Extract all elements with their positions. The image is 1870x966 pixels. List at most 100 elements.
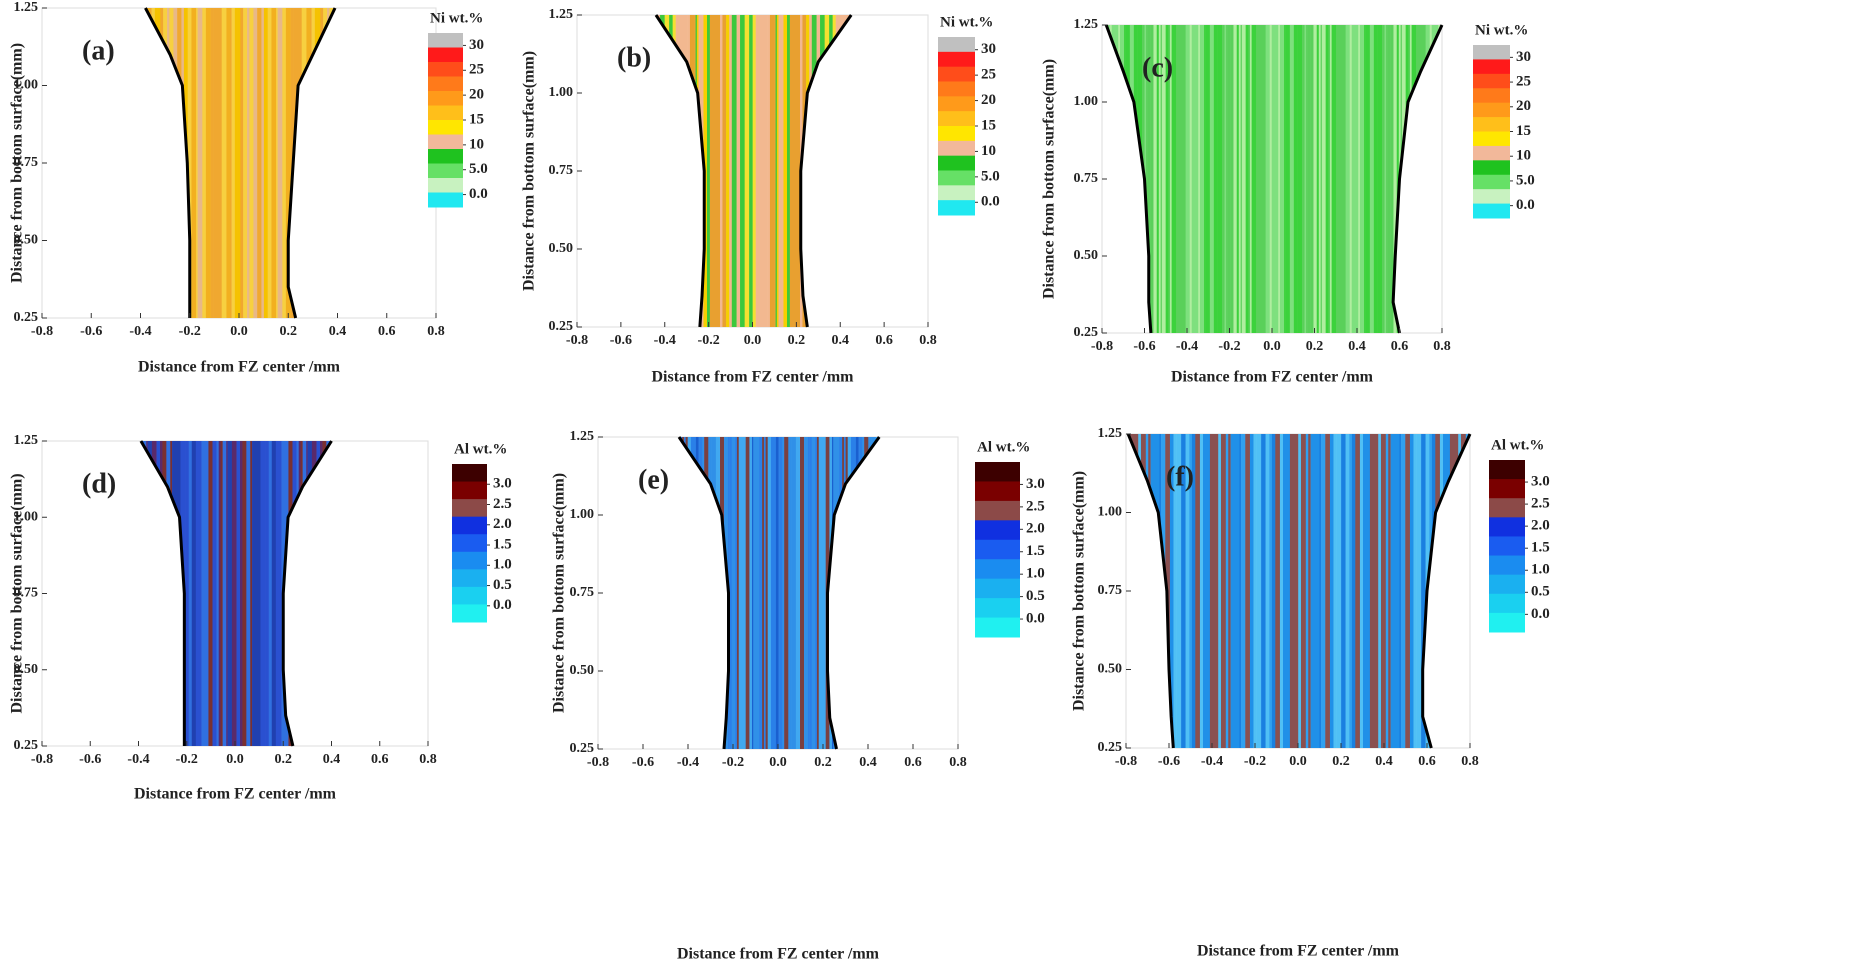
boundary-left xyxy=(144,7,192,318)
colorbar-swatch xyxy=(1473,59,1510,75)
colorbar-swatch xyxy=(938,96,975,112)
x-tick-label: -0.6 xyxy=(632,755,654,770)
colorbar-tick-label: 30 xyxy=(469,37,484,53)
colorbar-title: Al wt.% xyxy=(1491,437,1544,453)
colorbar-swatch xyxy=(975,578,1020,599)
colorbar-swatch xyxy=(428,76,463,92)
y-axis-title: Distance from bottom surface(mm) xyxy=(9,473,26,713)
colorbar-swatch xyxy=(428,62,463,77)
x-axis-title: Distance from FZ center /mm xyxy=(677,946,880,963)
x-axis-title: Distance from FZ center /mm xyxy=(138,359,341,376)
x-tick-label: 0.4 xyxy=(1375,754,1393,769)
y-tick-label: 0.50 xyxy=(1098,662,1123,677)
colorbar-swatch xyxy=(1489,574,1525,595)
panel-label: (c) xyxy=(1142,52,1173,83)
x-tick-label: 0.4 xyxy=(832,333,850,348)
colorbar-swatch xyxy=(428,105,463,121)
y-tick-label: 1.25 xyxy=(549,7,574,22)
x-tick-label: -0.8 xyxy=(31,324,53,339)
colorbar-tick-label: 10 xyxy=(981,143,996,159)
y-tick-label: 0.50 xyxy=(570,663,595,678)
y-tick-label: 1.00 xyxy=(1098,505,1123,520)
colorbar-tick-label: 5.0 xyxy=(469,161,488,177)
x-tick-label: -0.2 xyxy=(722,755,744,770)
colorbar-tick-label: 0.0 xyxy=(469,186,488,202)
x-axis-title: Distance from FZ center /mm xyxy=(1171,369,1374,386)
y-tick-label: 0.50 xyxy=(14,662,39,677)
colorbar-tick-label: 30 xyxy=(1516,49,1531,65)
colorbar-swatch xyxy=(975,481,1020,502)
y-tick-label: 0.75 xyxy=(1098,583,1123,598)
x-tick-label: -0.2 xyxy=(1218,339,1240,354)
y-tick-label: 1.00 xyxy=(14,509,39,524)
colorbar-swatch xyxy=(975,462,1020,482)
panel-label: (a) xyxy=(82,35,115,66)
x-tick-label: -0.2 xyxy=(176,752,198,767)
colorbar-swatch xyxy=(452,481,487,500)
boundary-right xyxy=(1421,433,1472,749)
colorbar-swatch xyxy=(1489,555,1525,576)
y-tick-label: 0.50 xyxy=(549,241,574,256)
x-tick-label: 0.4 xyxy=(859,755,877,770)
colorbar-tick-label: 25 xyxy=(1516,74,1531,90)
colorbar-swatch xyxy=(1489,460,1525,480)
panel-label: (b) xyxy=(617,42,651,73)
colorbar-tick-label: 0.5 xyxy=(1531,584,1550,600)
colorbar-tick-label: 0.0 xyxy=(1026,610,1045,626)
y-tick-label: 0.25 xyxy=(14,310,39,325)
colorbar-tick-label: 3.0 xyxy=(1531,473,1550,489)
x-tick-label: -0.4 xyxy=(127,752,149,767)
panel-label: (d) xyxy=(82,468,116,499)
x-tick-label: 0.8 xyxy=(949,755,967,770)
x-tick-label: -0.6 xyxy=(610,333,632,348)
x-tick-label: 0.0 xyxy=(1263,339,1281,354)
y-tick-label: 0.75 xyxy=(14,155,39,170)
colorbar-title: Ni wt.% xyxy=(940,14,993,30)
colorbar-tick-label: 0.5 xyxy=(1026,588,1045,604)
x-tick-label: -0.6 xyxy=(1158,754,1180,769)
x-tick-label: 0.6 xyxy=(1391,339,1409,354)
y-tick-label: 0.75 xyxy=(549,163,574,178)
x-tick-label: 0.2 xyxy=(1332,754,1350,769)
colorbar-tick-label: 3.0 xyxy=(493,476,512,492)
colorbar-tick-label: 2.0 xyxy=(493,516,512,532)
colorbar-tick-label: 0.0 xyxy=(1531,606,1550,622)
colorbar-tick-label: 2.0 xyxy=(1531,518,1550,534)
x-tick-label: 0.4 xyxy=(329,324,347,339)
colorbar-swatch xyxy=(428,33,463,48)
x-tick-label: 0.2 xyxy=(1306,339,1324,354)
colorbar-swatch xyxy=(1489,536,1525,557)
colorbar-tick-label: 0.0 xyxy=(1516,197,1535,213)
colorbar-tick-label: 2.5 xyxy=(493,496,512,512)
colorbar-swatch xyxy=(938,37,975,53)
x-tick-label: 0.2 xyxy=(280,324,298,339)
colorbar-swatch xyxy=(452,569,487,588)
colorbar-swatch xyxy=(452,464,487,483)
boundary-right xyxy=(1391,24,1444,334)
y-tick-label: 1.25 xyxy=(1074,17,1099,32)
colorbar-swatch xyxy=(428,149,463,164)
y-tick-label: 0.25 xyxy=(549,319,574,334)
colorbar-title: Al wt.% xyxy=(977,439,1030,455)
colorbar-swatch xyxy=(1489,517,1525,537)
colorbar-tick-label: 1.5 xyxy=(1026,543,1045,559)
x-tick-label: 0.8 xyxy=(427,324,445,339)
boundary-left xyxy=(139,440,186,746)
x-tick-label: 0.4 xyxy=(1348,339,1366,354)
colorbar-swatch xyxy=(938,51,975,68)
colorbar-swatch xyxy=(975,539,1020,560)
colorbar-swatch xyxy=(938,111,975,127)
colorbar-tick-label: 2.5 xyxy=(1531,496,1550,512)
colorbar-swatch xyxy=(1489,479,1525,499)
colorbar-swatch xyxy=(975,559,1020,580)
colorbar-swatch xyxy=(428,192,463,208)
boundary-left xyxy=(1126,433,1175,749)
colorbar-swatch xyxy=(452,534,487,553)
colorbar-swatch xyxy=(975,500,1020,521)
y-tick-label: 0.75 xyxy=(1074,171,1099,186)
x-tick-label: 0.0 xyxy=(1289,754,1307,769)
colorbar-swatch xyxy=(1473,174,1510,190)
boundary-right xyxy=(826,436,881,750)
x-tick-label: 0.8 xyxy=(419,752,437,767)
